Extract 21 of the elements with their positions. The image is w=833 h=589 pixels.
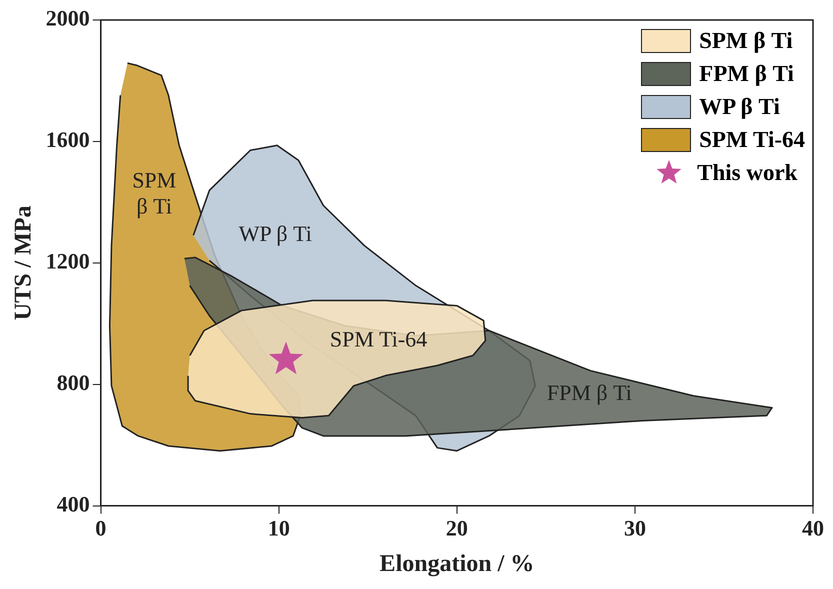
y-tick-label: 800: [56, 370, 90, 396]
x-tick-label: 20: [446, 516, 468, 541]
x-tick-label: 30: [624, 516, 646, 541]
legend-label: SPM β Ti: [699, 28, 793, 54]
annotation: SPM β Ti: [132, 168, 176, 219]
x-tick-label: 10: [268, 516, 290, 541]
legend-label: SPM Ti-64: [699, 126, 805, 152]
legend-label: FPM β Ti: [699, 60, 794, 86]
x-axis-title: Elongation / %: [380, 550, 534, 577]
y-tick-label: 1200: [46, 248, 90, 274]
x-tick-label: 40: [802, 516, 824, 541]
y-tick-label: 1600: [46, 127, 90, 152]
annotation: FPM β Ti: [546, 380, 632, 405]
y-tick-label: 2000: [46, 6, 90, 31]
legend-label: WP β Ti: [699, 94, 780, 120]
annotation: SPM Ti-64: [330, 326, 428, 352]
y-tick-label: 400: [56, 491, 90, 516]
annotation: WP β Ti: [238, 220, 312, 246]
legend-label: This work: [697, 160, 798, 186]
y-axis-title: UTS / MPa: [10, 206, 37, 320]
x-tick-label: 0: [95, 516, 106, 541]
